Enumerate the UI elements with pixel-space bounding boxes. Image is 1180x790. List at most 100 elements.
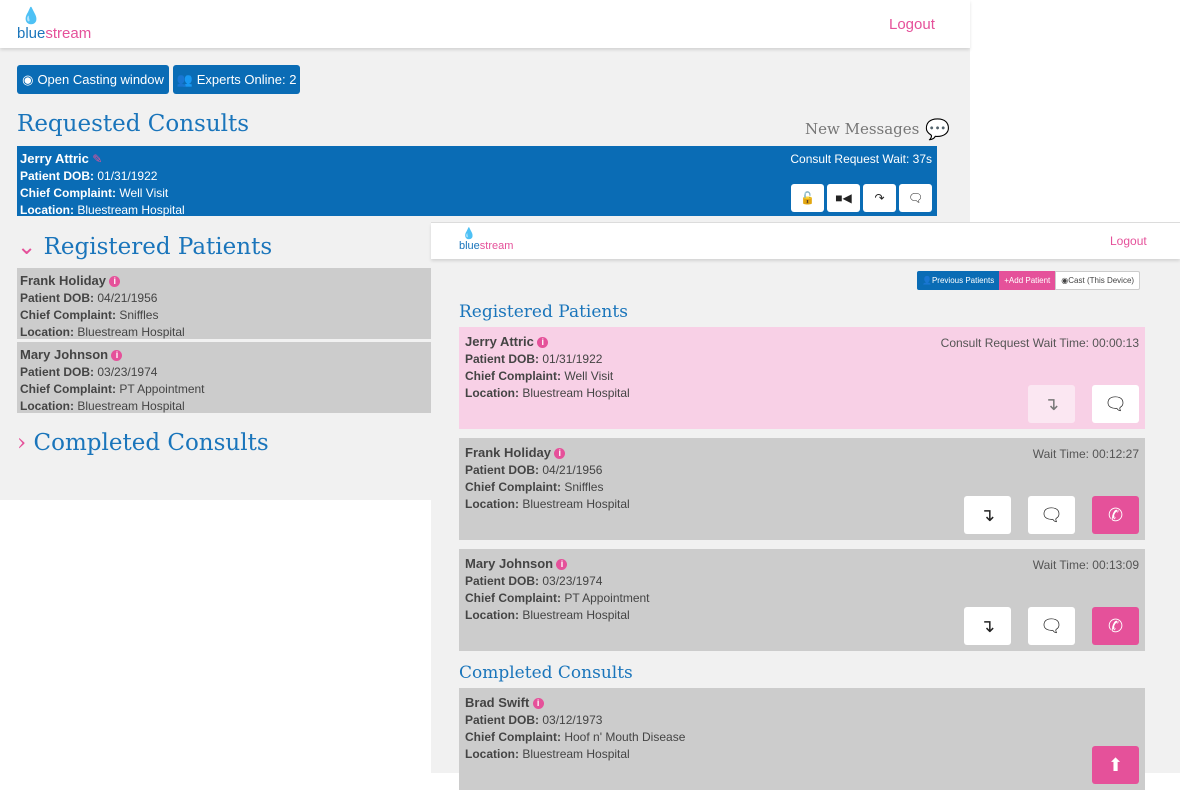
toolbar: 👤 Previous Patients + Add Patient ◉ Cast (T…	[917, 271, 1141, 290]
mobile-screen: 💧 bluestream Logout 👤 Previous Patients +…	[431, 222, 1180, 790]
move-up-button[interactable]: ⬆	[1092, 746, 1139, 784]
patient-name: Mary Johnson	[465, 556, 554, 571]
open-casting-button[interactable]: ◉ Open Casting window	[17, 65, 169, 94]
label: Completed Consults	[33, 430, 269, 456]
chevron-right-icon: ›	[17, 430, 27, 456]
comments-icon: 🗨	[1040, 615, 1063, 636]
dob-label: Patient DOB:	[465, 713, 540, 727]
loc: Bluestream Hospital	[522, 497, 630, 511]
label: Cast (This Device)	[1068, 276, 1135, 285]
dob-label: Patient DOB:	[20, 169, 95, 183]
loc: Bluestream Hospital	[522, 747, 630, 761]
forward-button[interactable]: ↷	[863, 184, 896, 212]
wait-time: Wait Time: 00:12:27	[1032, 447, 1139, 461]
patient-name: Frank Holiday	[465, 445, 551, 460]
patient-card[interactable]: Mary Johnson i Patient DOB: 03/23/1974 C…	[459, 549, 1145, 651]
label: Add Patient	[1008, 276, 1051, 285]
move-down-button[interactable]: ↴	[1028, 385, 1075, 423]
dob: 04/21/1956	[542, 463, 603, 477]
comments-icon: 🗨	[907, 190, 924, 205]
move-down-button[interactable]: ↴	[964, 607, 1011, 645]
info-icon[interactable]: i	[556, 559, 568, 570]
loc-label: Location:	[20, 399, 74, 413]
wait-time: Consult Request Wait: 37s	[790, 152, 932, 166]
comments-icon: 🗨	[1040, 504, 1063, 525]
label: Experts Online: 2	[196, 72, 297, 87]
loc-label: Location:	[20, 203, 74, 217]
plus-icon: +	[1004, 276, 1009, 285]
patient-card[interactable]: Frank Holiday i Patient DOB: 04/21/1956 …	[459, 438, 1145, 540]
wait-time: Wait Time: 00:13:09	[1032, 558, 1139, 572]
logo: 💧 bluestream	[459, 228, 513, 253]
share-icon: ↷	[874, 190, 885, 205]
previous-patients-button[interactable]: 👤 Previous Patients	[917, 271, 1000, 290]
patient-card[interactable]: Jerry Attric i Patient DOB: 01/31/1922 C…	[459, 327, 1145, 429]
comments-icon: 🗨	[1104, 393, 1127, 414]
logo: 💧 bluestream	[17, 8, 91, 43]
call-button[interactable]: ✆	[1092, 607, 1139, 645]
label: Previous Patients	[931, 276, 995, 285]
level-down-icon: ↴	[1043, 393, 1060, 414]
dob: 03/23/1974	[542, 574, 603, 588]
cc: Well Visit	[119, 186, 169, 200]
drops-icon: 💧	[462, 228, 476, 240]
experts-online-button[interactable]: 👥 Experts Online: 2	[173, 65, 300, 94]
unlock-button[interactable]: 🔓	[791, 184, 824, 212]
podcast-icon: ◉	[22, 71, 34, 87]
info-icon[interactable]: i	[532, 698, 544, 709]
chat-button[interactable]: 🗨	[1028, 607, 1075, 645]
registered-patients-title: Registered Patients	[459, 302, 628, 322]
dob-label: Patient DOB:	[465, 352, 540, 366]
loc-label: Location:	[465, 608, 519, 622]
registered-patients-toggle[interactable]: ⌄ Registered Patients	[17, 234, 272, 260]
loc-label: Location:	[465, 747, 519, 761]
phone-icon: ✆	[1107, 615, 1124, 636]
dob-label: Patient DOB:	[20, 291, 95, 305]
pencil-icon[interactable]: ✎	[92, 152, 103, 166]
dob: 01/31/1922	[97, 169, 158, 183]
loc: Bluestream Hospital	[77, 399, 185, 413]
info-icon[interactable]: i	[109, 276, 121, 287]
call-button[interactable]: ✆	[1092, 496, 1139, 534]
chat-button[interactable]: 🗨	[1028, 496, 1075, 534]
patient-card[interactable]: Frank Holiday i Patient DOB: 04/21/1956 …	[17, 268, 431, 339]
comment-icon: 💬	[925, 117, 951, 141]
cast-device-button[interactable]: ◉ Cast (This Device)	[1055, 271, 1141, 290]
label: Registered Patients	[43, 234, 273, 260]
patient-name: Jerry Attric	[465, 334, 534, 349]
new-messages-link[interactable]: New Messages 💬	[805, 119, 950, 139]
level-down-icon: ↴	[979, 615, 996, 636]
requested-consult-card[interactable]: Jerry Attric ✎ Patient DOB: 01/31/1922 C…	[17, 146, 937, 217]
info-icon[interactable]: i	[537, 337, 549, 348]
cc-label: Chief Complaint:	[20, 308, 116, 322]
logout-link[interactable]: Logout	[889, 16, 935, 33]
patient-card[interactable]: Mary Johnson i Patient DOB: 03/23/1974 C…	[17, 342, 431, 413]
cc: Hoof n' Mouth Disease	[564, 730, 686, 744]
chat-button[interactable]: 🗨	[1092, 385, 1139, 423]
header: 💧 bluestream Logout	[431, 223, 1180, 259]
dob: 03/12/1973	[542, 713, 603, 727]
cc: PT Appointment	[119, 382, 205, 396]
add-patient-button[interactable]: + Add Patient	[999, 271, 1056, 290]
logout-link[interactable]: Logout	[1110, 234, 1147, 248]
cc-label: Chief Complaint:	[465, 591, 561, 605]
drops-icon: 💧	[21, 8, 41, 25]
wait-time: Consult Request Wait Time: 00:00:13	[940, 336, 1139, 350]
cc: PT Appointment	[564, 591, 650, 605]
move-down-button[interactable]: ↴	[964, 496, 1011, 534]
video-button[interactable]: ■◀	[827, 184, 860, 212]
unlock-icon: 🔓	[800, 190, 815, 205]
info-icon[interactable]: i	[111, 350, 123, 361]
completed-consults-toggle[interactable]: › Completed Consults	[17, 430, 269, 456]
chat-button[interactable]: 🗨	[899, 184, 932, 212]
info-icon[interactable]: i	[554, 448, 566, 459]
loc-label: Location:	[465, 497, 519, 511]
cc: Well Visit	[564, 369, 614, 383]
label: New Messages	[805, 120, 920, 138]
loc-label: Location:	[20, 325, 74, 339]
cc-label: Chief Complaint:	[465, 480, 561, 494]
loc: Bluestream Hospital	[77, 325, 185, 339]
patient-card[interactable]: Brad Swift i Patient DOB: 03/12/1973 Chi…	[459, 688, 1145, 790]
label: Open Casting window	[37, 72, 164, 87]
cc-label: Chief Complaint:	[465, 369, 561, 383]
